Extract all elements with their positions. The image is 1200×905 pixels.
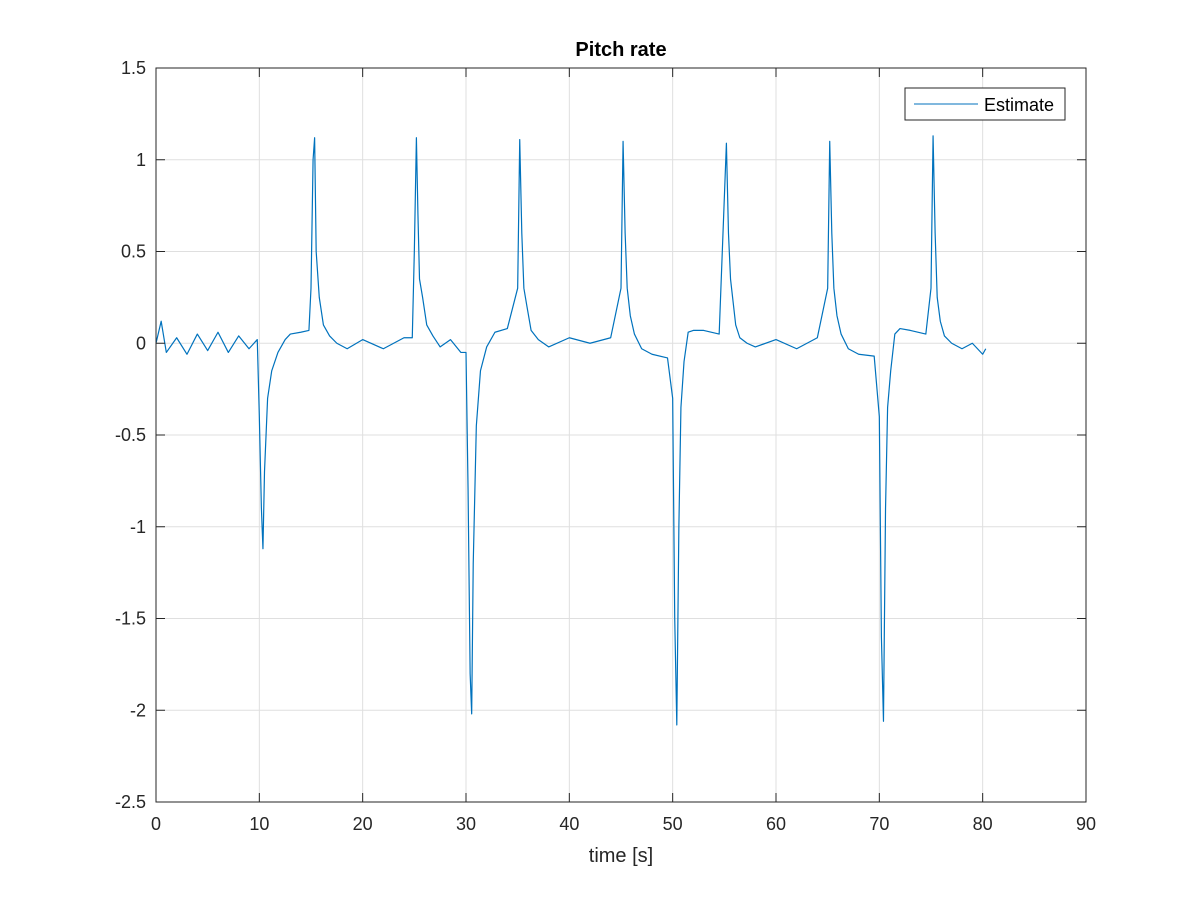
y-tick-label: 1 bbox=[136, 150, 146, 170]
y-tick-label: -2 bbox=[130, 700, 146, 720]
x-tick-label: 40 bbox=[559, 814, 579, 834]
x-tick-label: 50 bbox=[663, 814, 683, 834]
series-line-estimate bbox=[155, 135, 987, 726]
y-tick-label: 0.5 bbox=[121, 242, 146, 262]
x-axis-title: time [s] bbox=[589, 845, 653, 867]
series-layer bbox=[155, 135, 987, 726]
y-tick-labels: 1.5 1 0.5 0 -0.5 -1 -1.5 -2 -2.5 bbox=[115, 58, 146, 812]
x-tick-label: 30 bbox=[456, 814, 476, 834]
x-tick-label: 10 bbox=[249, 814, 269, 834]
y-tick-label: 1.5 bbox=[121, 58, 146, 78]
x-tick-labels: 0 10 20 30 40 50 60 70 80 90 bbox=[151, 814, 1096, 834]
x-tick-label: 90 bbox=[1076, 814, 1096, 834]
y-tick-label: -0.5 bbox=[115, 425, 146, 445]
x-tick-label: 80 bbox=[973, 814, 993, 834]
x-tick-label: 60 bbox=[766, 814, 786, 834]
ticks bbox=[155, 67, 1087, 803]
y-tick-label: -1 bbox=[130, 517, 146, 537]
y-tick-label: 0 bbox=[136, 333, 146, 353]
chart-title: Pitch rate bbox=[575, 39, 666, 61]
x-tick-label: 70 bbox=[869, 814, 889, 834]
y-tick-label: -1.5 bbox=[115, 609, 146, 629]
x-tick-label: 0 bbox=[151, 814, 161, 834]
y-tick-label: -2.5 bbox=[115, 792, 146, 812]
legend-label-estimate: Estimate bbox=[984, 95, 1054, 115]
legend: Estimate bbox=[904, 87, 1066, 121]
x-tick-label: 20 bbox=[353, 814, 373, 834]
